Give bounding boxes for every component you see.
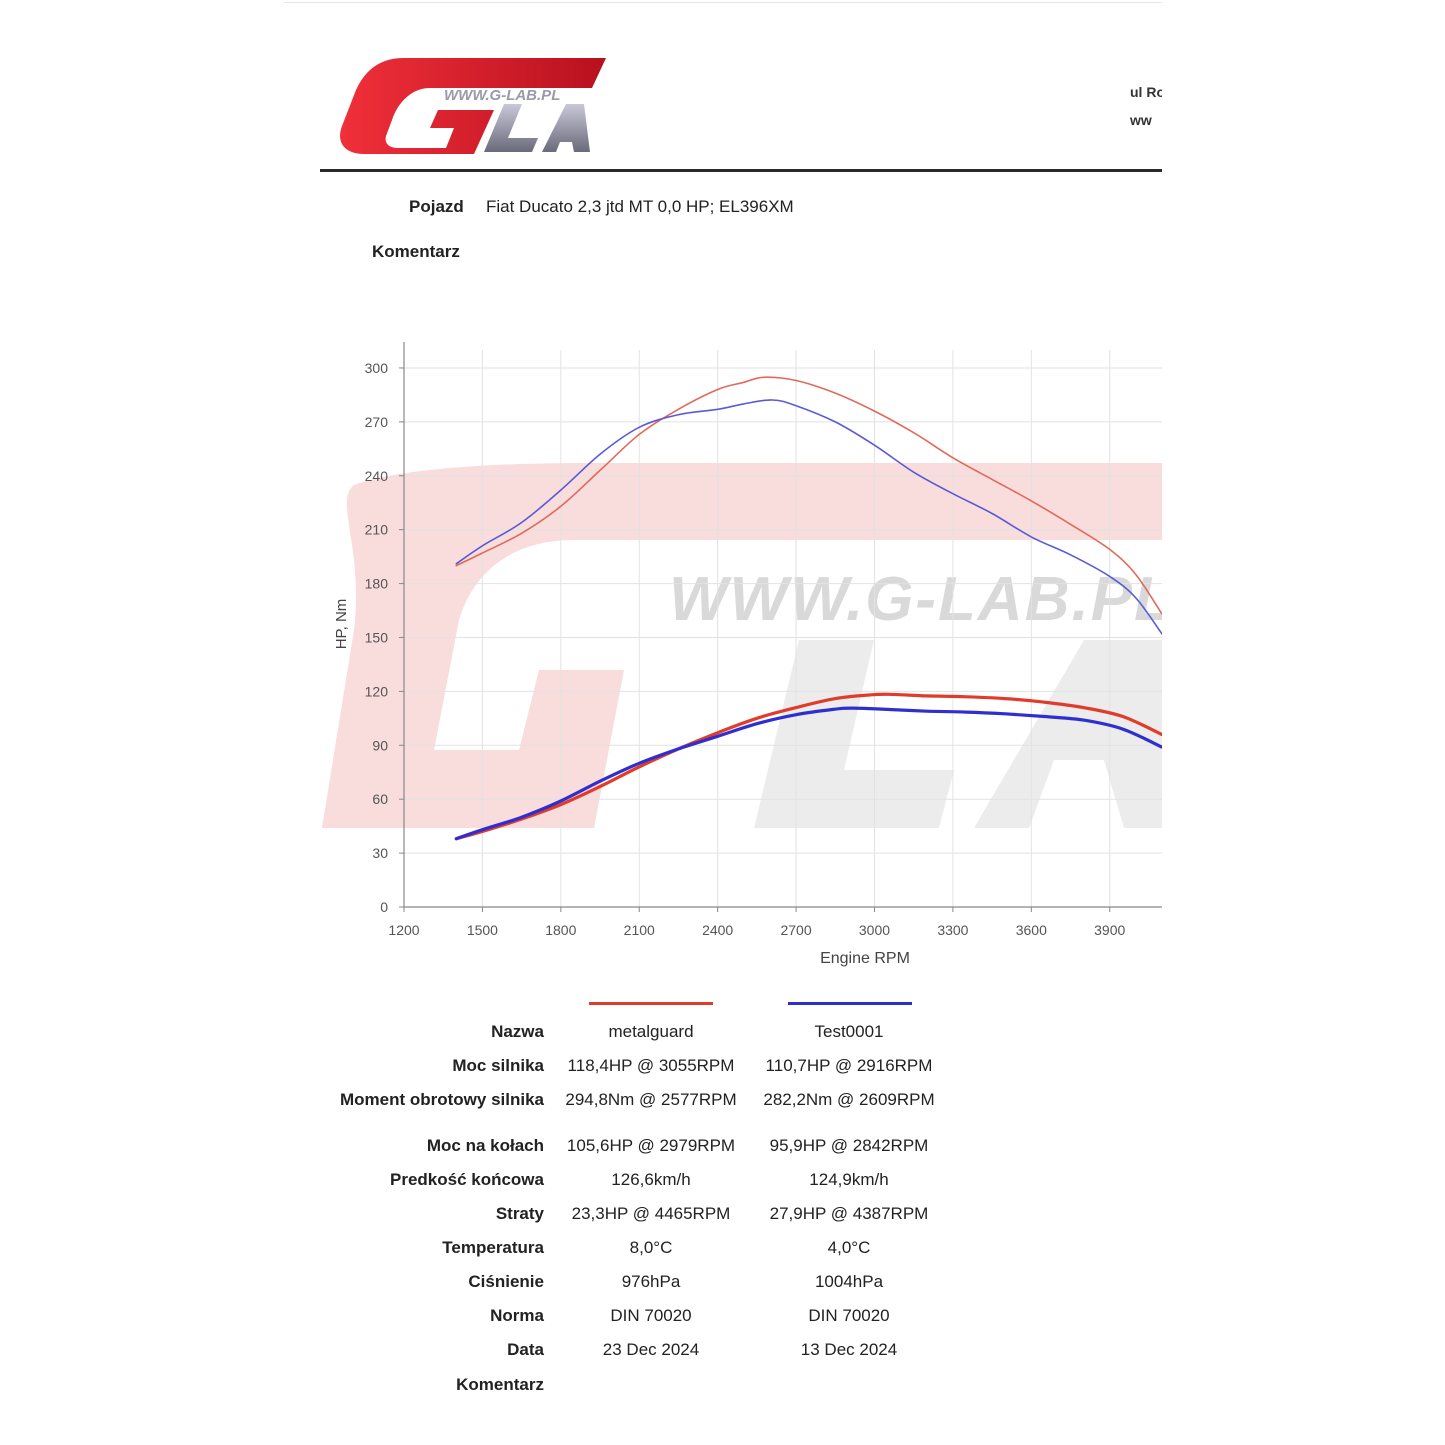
table-cell-run1: 8,0°C: [629, 1238, 673, 1257]
legend-line-test0001: [788, 1002, 912, 1005]
x-tick-label: 3600: [1016, 922, 1047, 938]
y-axis-label: HP, Nm: [333, 599, 350, 650]
y-tick-label: 210: [365, 522, 389, 538]
table-cell-run2: 1004hPa: [814, 1272, 884, 1291]
x-axis-label: Engine RPM: [820, 950, 910, 967]
address-line-1: ul Ro: [1130, 84, 1162, 100]
chart-axes: 1200 1500 1800 2100 2400 2700 3000 3300 3600 3900…: [365, 342, 1162, 938]
x-tick-label: 1500: [467, 922, 498, 938]
table-cell-run1: 23 Dec 2024: [602, 1340, 700, 1359]
table-cell-run2: Test0001: [814, 1022, 884, 1041]
table-cell-run2: 124,9km/h: [809, 1170, 889, 1189]
dyno-report-sheet: WWW.G-LAB.PL ul Ro ww Pojazd Fiat Ducato…: [284, 0, 1162, 1445]
table-row-label: Moc silnika: [452, 1056, 544, 1075]
logo-url-text: WWW.G-LAB.PL: [444, 87, 560, 104]
y-tick-label: 270: [365, 414, 389, 430]
table-cell-run1: 118,4HP @ 3055RPM: [567, 1056, 735, 1075]
x-tick-label: 2400: [702, 922, 733, 938]
table-cell-run2: 282,2Nm @ 2609RPM: [763, 1090, 935, 1109]
table-row-label: Predkość końcowa: [389, 1170, 544, 1189]
table-row-label: Temperatura: [442, 1238, 544, 1257]
table-cell-run2: DIN 70020: [808, 1306, 890, 1325]
y-tick-label: 30: [372, 845, 388, 861]
vehicle-label: Pojazd: [409, 197, 464, 216]
y-tick-label: 150: [365, 629, 389, 645]
top-border: [284, 2, 1162, 3]
table-row-label: Ciśnienie: [468, 1272, 544, 1291]
table-row-label: Nazwa: [491, 1022, 544, 1041]
series-line-power-metalguard: [454, 692, 1162, 841]
table-cell-run1: 23,3HP @ 4465RPM: [571, 1204, 731, 1223]
x-tick-label: 3900: [1094, 922, 1125, 938]
chart-series: [454, 376, 1162, 841]
table-cell-run2: 95,9HP @ 2842RPM: [769, 1136, 929, 1155]
table-cell-run2: 4,0°C: [827, 1238, 871, 1257]
table-row-label: Straty: [495, 1204, 544, 1223]
table-cell-run1: 294,8Nm @ 2577RPM: [565, 1090, 737, 1109]
table-cell-run1: 105,6HP @ 2979RPM: [566, 1136, 736, 1155]
x-tick-label: 1800: [545, 922, 576, 938]
table-cell-run2: 13 Dec 2024: [800, 1340, 898, 1359]
table-row-label: Norma: [490, 1306, 544, 1325]
vehicle-value: Fiat Ducato 2,3 jtd MT 0,0 HP; EL396XM: [486, 197, 794, 216]
header-divider: [320, 169, 1162, 172]
series-line-torque-metalguard: [455, 376, 1162, 615]
table-cell-run1: 126,6km/h: [611, 1170, 691, 1189]
g-lab-logo: WWW.G-LAB.PL: [340, 58, 606, 154]
table-row-label: Moment obrotowy silnika: [339, 1090, 544, 1109]
y-tick-label: 240: [365, 468, 389, 484]
table-row-label: Moc na kołach: [426, 1136, 544, 1155]
table-cell-run2: 110,7HP @ 2916RPM: [765, 1056, 933, 1075]
series-line-power-test0001: [454, 706, 1162, 841]
table-row-label: Data: [507, 1340, 544, 1359]
address-line-2: ww: [1130, 112, 1152, 128]
y-tick-label: 180: [365, 576, 389, 592]
x-tick-label: 2100: [624, 922, 655, 938]
table-cell-run1: 976hPa: [621, 1272, 681, 1291]
legend-line-metalguard: [589, 1002, 713, 1005]
x-tick-label: 3000: [859, 922, 890, 938]
y-tick-label: 60: [372, 791, 388, 807]
comment-label: Komentarz: [372, 242, 460, 261]
x-tick-label: 3300: [937, 922, 968, 938]
table-cell-run2: 27,9HP @ 4387RPM: [769, 1204, 929, 1223]
x-tick-label: 2700: [780, 922, 811, 938]
watermark-text: WWW.G-LAB.PL: [669, 565, 1162, 634]
series-line-torque-test0001: [455, 399, 1162, 635]
dyno-chart: WWW.G-LAB.PL 1200 1500 1800 2100 2400 2700 300…: [322, 342, 1162, 967]
watermark: WWW.G-LAB.PL: [322, 463, 1162, 828]
table-cell-run1: DIN 70020: [610, 1306, 692, 1325]
y-tick-label: 0: [380, 899, 388, 915]
y-tick-label: 120: [365, 683, 389, 699]
y-tick-label: 300: [365, 360, 389, 376]
x-tick-label: 1200: [388, 922, 419, 938]
table-row-label: Komentarz: [456, 1375, 544, 1394]
table-cell-run1: metalguard: [608, 1022, 694, 1041]
y-tick-label: 90: [372, 737, 388, 753]
